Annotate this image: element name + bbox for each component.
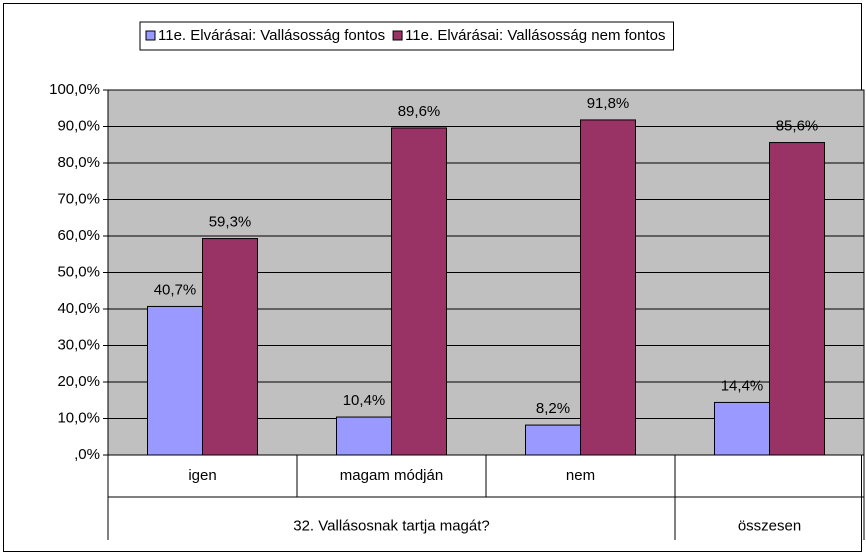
bar	[714, 401, 770, 456]
legend-swatch	[392, 30, 403, 41]
y-tick-label: 90,0%	[57, 117, 100, 134]
bar	[580, 119, 636, 456]
legend	[139, 21, 674, 51]
data-label: 40,7%	[154, 281, 197, 298]
y-tick-label: 100,0%	[49, 81, 100, 98]
bar	[391, 127, 447, 456]
x-tick-label: nem	[566, 467, 595, 484]
bar	[147, 305, 203, 456]
y-tick-label: 10,0%	[57, 409, 100, 426]
bar	[336, 416, 392, 456]
y-tick-label: 50,0%	[57, 263, 100, 280]
data-label: 8,2%	[536, 400, 570, 417]
data-label: 14,4%	[721, 377, 764, 394]
x-tick-label: magam módján	[340, 467, 443, 484]
data-label: 10,4%	[343, 392, 386, 409]
bar	[202, 238, 258, 456]
y-tick-label: 70,0%	[57, 190, 100, 207]
data-label: 91,8%	[587, 95, 630, 112]
y-tick-label: 30,0%	[57, 336, 100, 353]
y-tick-label: 60,0%	[57, 227, 100, 244]
y-tick-label: 20,0%	[57, 373, 100, 390]
y-tick-label: 40,0%	[57, 300, 100, 317]
data-label: 89,6%	[398, 103, 441, 120]
legend-swatch	[145, 30, 156, 41]
bar	[769, 142, 825, 456]
data-label: 85,6%	[776, 118, 819, 135]
data-label: 59,3%	[209, 214, 252, 231]
legend-label: 11e. Elvárásai: Vallásosság nem fontos	[405, 27, 665, 44]
y-tick-label: 80,0%	[57, 154, 100, 171]
group-label: összesen	[738, 517, 801, 534]
legend-label: 11e. Elvárásai: Vallásosság fontos	[158, 27, 385, 44]
x-tick-label: igen	[188, 467, 216, 484]
y-tick-label: ,0%	[74, 446, 100, 463]
bar	[525, 424, 581, 456]
group-label: 32. Vallásosnak tartja magát?	[293, 517, 490, 534]
